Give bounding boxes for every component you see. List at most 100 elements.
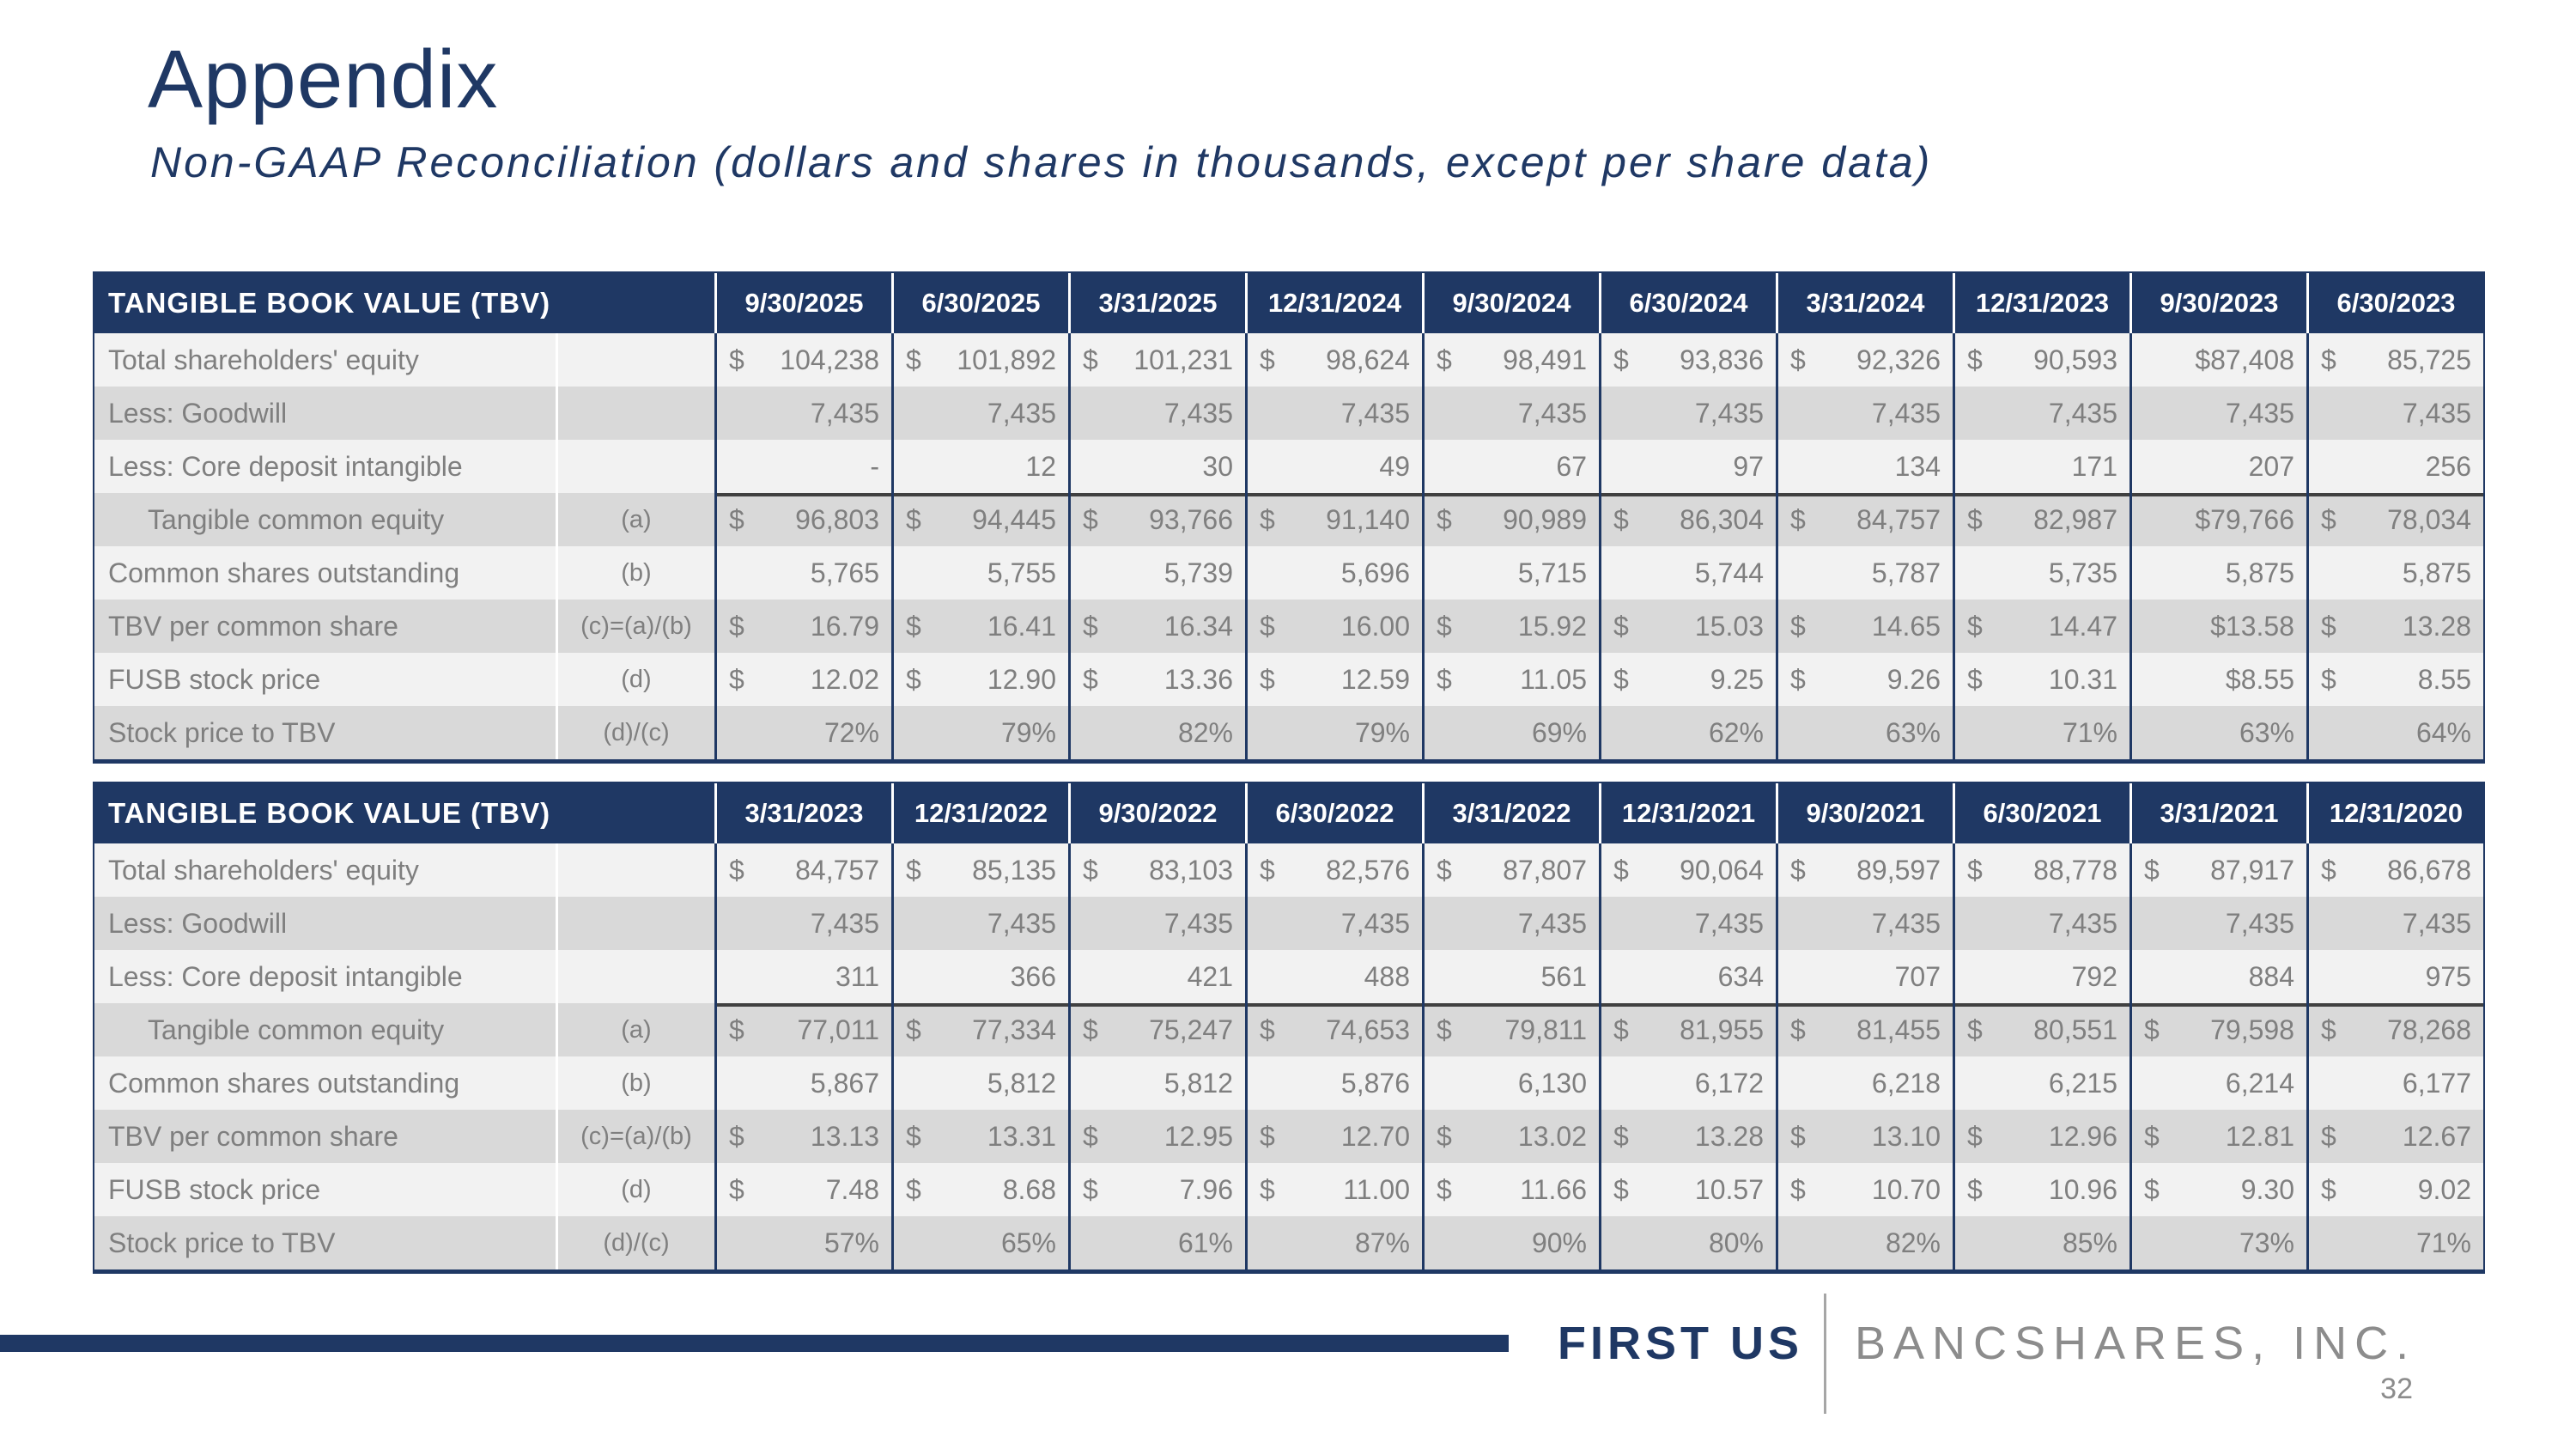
cell-value: 366 bbox=[1010, 960, 1056, 992]
dollar-sign: $ bbox=[1437, 1120, 1452, 1152]
formula-ref: (a) bbox=[556, 1003, 714, 1056]
data-cell: $81,955 bbox=[1599, 1003, 1776, 1056]
formula-ref: (b) bbox=[556, 546, 714, 600]
dollar-sign: $ bbox=[1790, 854, 1806, 886]
row-label: FUSB stock price bbox=[108, 663, 321, 695]
dollar-sign: $ bbox=[1790, 344, 1806, 375]
cell-value: 16.41 bbox=[987, 610, 1056, 642]
cell-value: 5,765 bbox=[810, 557, 879, 588]
data-cell: 6,214 bbox=[2129, 1056, 2306, 1110]
dollar-sign: $ bbox=[1083, 663, 1098, 695]
dollar-sign: $ bbox=[2321, 1014, 2336, 1045]
data-cell: 7,435 bbox=[891, 897, 1068, 950]
dollar-sign: $ bbox=[906, 663, 921, 695]
cell-value: 7,435 bbox=[810, 397, 879, 429]
data-cell: 5,787 bbox=[1776, 546, 1953, 600]
data-cell: $81,455 bbox=[1776, 1003, 1953, 1056]
dollar-sign: $ bbox=[906, 610, 921, 642]
cell-value: 101,231 bbox=[1133, 344, 1233, 375]
data-cell: $12.90 bbox=[891, 653, 1068, 706]
data-cell: 634 bbox=[1599, 950, 1776, 1003]
table-row: Tangible common equity (a) $77,011 $77,334 $… bbox=[94, 1003, 2483, 1056]
cell-value: 81,955 bbox=[1680, 1014, 1764, 1045]
dollar-sign: $ bbox=[906, 344, 921, 375]
cell-value: 7,435 bbox=[1871, 397, 1941, 429]
dollar-sign: $ bbox=[1790, 1120, 1806, 1152]
data-cell: $13.28 bbox=[1599, 1110, 1776, 1163]
logo-divider bbox=[1824, 1294, 1826, 1414]
dollar-sign: $ bbox=[1613, 663, 1629, 695]
dollar-sign: $ bbox=[2144, 1014, 2160, 1045]
data-cell: 7,435 bbox=[1776, 897, 1953, 950]
cell-value: 6,215 bbox=[2048, 1067, 2117, 1099]
cell-value: 77,334 bbox=[972, 1014, 1056, 1045]
cell-value: 171 bbox=[2071, 450, 2117, 482]
data-cell: $12.67 bbox=[2306, 1110, 2483, 1163]
cell-value: 7,435 bbox=[1517, 907, 1587, 939]
dollar-sign: $ bbox=[1260, 1173, 1275, 1205]
dollar-sign: $ bbox=[1613, 1173, 1629, 1205]
column-header: 3/31/2022 bbox=[1422, 783, 1599, 843]
cell-value: 79,598 bbox=[2210, 1014, 2294, 1045]
data-cell: 5,867 bbox=[714, 1056, 891, 1110]
cell-value: 16.79 bbox=[810, 610, 879, 642]
cell-value: 90% bbox=[1531, 1227, 1587, 1258]
dollar-sign: $ bbox=[729, 503, 744, 535]
dollar-sign: $ bbox=[1437, 854, 1452, 886]
data-cell: 207 bbox=[2129, 440, 2306, 493]
cell-value: 7,435 bbox=[1340, 397, 1410, 429]
data-cell: $16.41 bbox=[891, 600, 1068, 653]
dollar-sign: $ bbox=[1613, 1014, 1629, 1045]
cell-value: 884 bbox=[2248, 960, 2294, 992]
cell-value: 975 bbox=[2425, 960, 2471, 992]
dollar-sign: $ bbox=[1967, 1014, 1983, 1045]
data-cell: $13.10 bbox=[1776, 1110, 1953, 1163]
cell-value: 5,812 bbox=[1163, 1067, 1233, 1099]
row-label: FUSB stock price bbox=[108, 1173, 321, 1205]
cell-value: 7,435 bbox=[1163, 397, 1233, 429]
data-cell: $84,757 bbox=[714, 843, 891, 897]
formula-ref bbox=[556, 387, 714, 440]
data-cell: $87,807 bbox=[1422, 843, 1599, 897]
formula-ref bbox=[556, 897, 714, 950]
column-header: 12/31/2022 bbox=[891, 783, 1068, 843]
cell-value: 9.02 bbox=[2417, 1173, 2471, 1205]
data-cell: $8.55 bbox=[2306, 653, 2483, 706]
cell-value: 12.59 bbox=[1340, 663, 1410, 695]
column-header: 12/31/2023 bbox=[1953, 273, 2129, 333]
column-header: 12/31/2020 bbox=[2306, 783, 2483, 843]
table-row: Less: Goodwill 7,435 7,435 7,435 7,435 7,435 7… bbox=[94, 387, 2483, 440]
data-cell: $80,551 bbox=[1953, 1003, 2129, 1056]
formula-ref: (d)/(c) bbox=[556, 706, 714, 759]
data-cell: $12.02 bbox=[714, 653, 891, 706]
cell-value: 12.67 bbox=[2402, 1120, 2471, 1152]
data-cell: $93,836 bbox=[1599, 333, 1776, 387]
cell-value: 85,725 bbox=[2387, 344, 2471, 375]
cell-value: 7,435 bbox=[987, 907, 1056, 939]
data-cell: $14.65 bbox=[1776, 600, 1953, 653]
data-cell: 71% bbox=[1953, 706, 2129, 759]
cell-value: 7,435 bbox=[810, 907, 879, 939]
data-cell: 488 bbox=[1245, 950, 1422, 1003]
cell-value: 30 bbox=[1202, 450, 1233, 482]
cell-value: 6,177 bbox=[2402, 1067, 2471, 1099]
cell-value: 6,172 bbox=[1694, 1067, 1764, 1099]
cell-value: 7,435 bbox=[1694, 907, 1764, 939]
data-cell: $12.96 bbox=[1953, 1110, 2129, 1163]
cell-value: 13.31 bbox=[987, 1120, 1056, 1152]
data-cell: $82,987 bbox=[1953, 493, 2129, 546]
data-cell: $79,598 bbox=[2129, 1003, 2306, 1056]
cell-value: 7,435 bbox=[1163, 907, 1233, 939]
data-cell: 62% bbox=[1599, 706, 1776, 759]
data-cell: 7,435 bbox=[1068, 897, 1245, 950]
dollar-sign: $ bbox=[1083, 344, 1098, 375]
dollar-sign: $ bbox=[1260, 610, 1275, 642]
dollar-sign: $ bbox=[1083, 1120, 1098, 1152]
data-cell: 5,812 bbox=[891, 1056, 1068, 1110]
cell-value: 12.02 bbox=[810, 663, 879, 695]
data-cell: 67 bbox=[1422, 440, 1599, 493]
cell-value: 16.34 bbox=[1163, 610, 1233, 642]
dollar-sign: $ bbox=[1790, 663, 1806, 695]
row-label: Common shares outstanding bbox=[108, 1067, 460, 1099]
data-cell: 5,875 bbox=[2306, 546, 2483, 600]
